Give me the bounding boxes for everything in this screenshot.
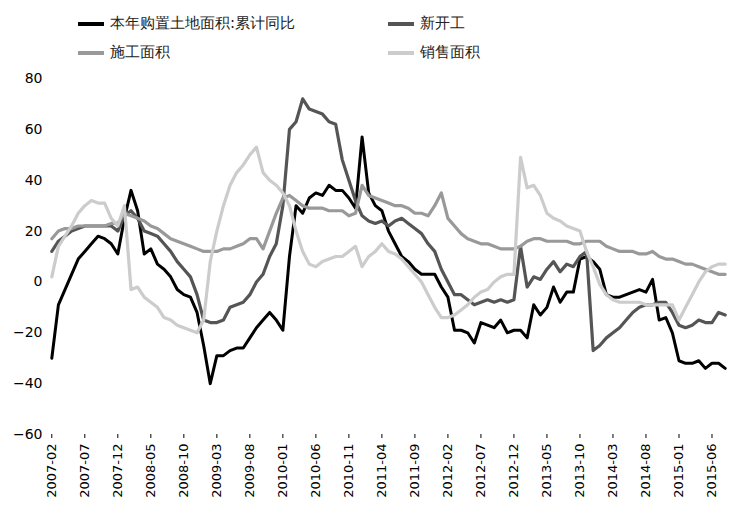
svg-text:2011-04: 2011-04 (374, 444, 389, 498)
svg-text:2009-03: 2009-03 (209, 444, 224, 498)
svg-text:80: 80 (25, 70, 43, 86)
svg-text:2007-12: 2007-12 (110, 444, 125, 498)
html-text:销售面积: 销售面积 (420, 43, 480, 61)
svg-text:40: 40 (25, 172, 43, 188)
svg-text:2010-06: 2010-06 (308, 444, 323, 498)
svg-text:60: 60 (25, 121, 43, 137)
svg-text:2013-10: 2013-10 (572, 444, 587, 498)
svg-text:2012-12: 2012-12 (506, 444, 521, 498)
svg-text:20: 20 (25, 223, 43, 239)
svg-text:2009-08: 2009-08 (242, 444, 257, 498)
html-text:新开工: 新开工 (420, 14, 465, 32)
svg-text:2007-07: 2007-07 (77, 444, 92, 498)
svg-text:2015-01: 2015-01 (671, 444, 686, 498)
svg-text:2010-11: 2010-11 (341, 444, 356, 498)
svg-text:2014-08: 2014-08 (638, 444, 653, 498)
svg-text:−20: −20 (13, 324, 43, 340)
svg-text:2014-03: 2014-03 (605, 444, 620, 498)
svg-text:2011-09: 2011-09 (407, 444, 422, 498)
svg-text:−40: −40 (13, 375, 43, 391)
svg-text:−60: −60 (13, 426, 43, 442)
svg-text:2013-05: 2013-05 (539, 444, 554, 498)
html-text:本年购置土地面积:累计同比: 本年购置土地面积:累计同比 (110, 14, 296, 32)
svg-text:2007-02: 2007-02 (44, 444, 59, 498)
svg-text:2012-07: 2012-07 (473, 444, 488, 498)
svg-text:0: 0 (34, 273, 43, 289)
svg-text:2008-05: 2008-05 (143, 444, 158, 498)
svg-text:2015-06: 2015-06 (704, 444, 719, 498)
html-text:施工面积: 施工面积 (110, 43, 170, 61)
svg-text:2008-10: 2008-10 (176, 444, 191, 498)
svg-text:2012-02: 2012-02 (440, 444, 455, 498)
svg-text:2010-01: 2010-01 (275, 444, 290, 498)
